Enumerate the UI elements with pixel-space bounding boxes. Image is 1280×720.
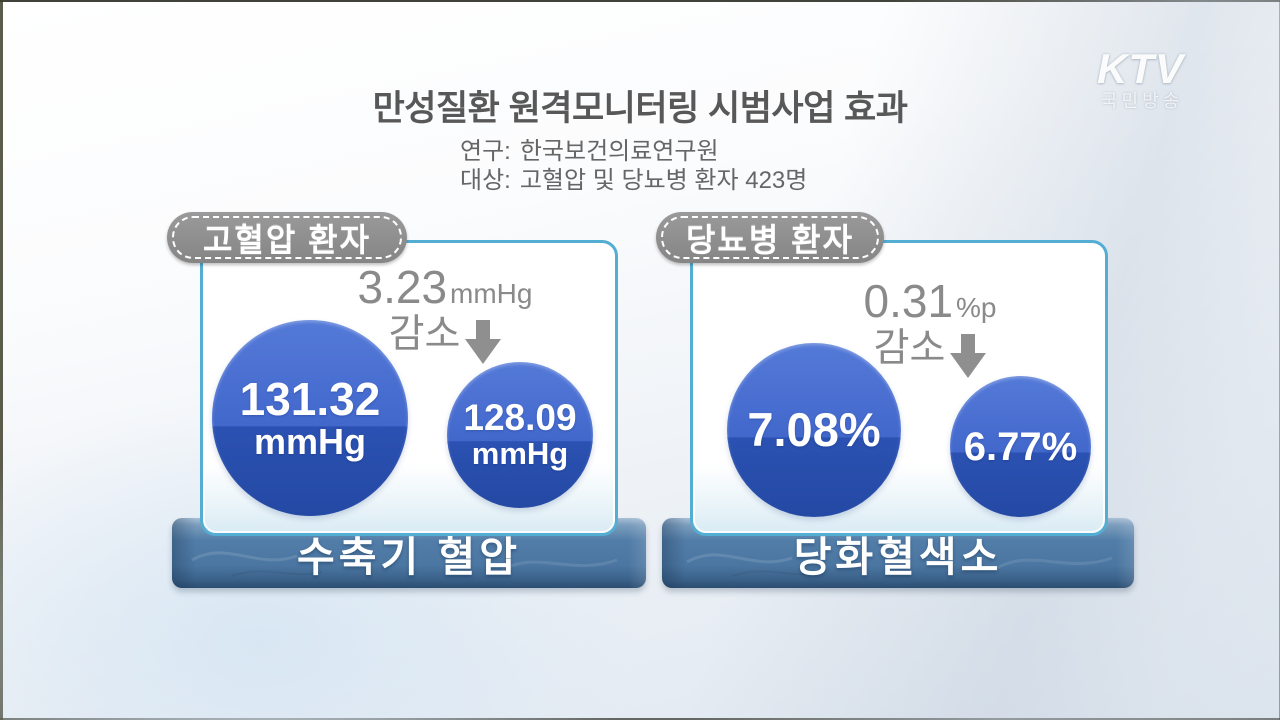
footer-label: 수축기 혈압	[297, 534, 521, 580]
reduction-unit: %p	[956, 292, 997, 323]
research-label: 연구:	[460, 138, 511, 165]
diabetes-reduction-annotation: 0.31 %p 감소	[790, 278, 1070, 378]
ktv-logo: KTV 국민방송	[1097, 45, 1184, 111]
research-value: 한국보건의료연구원	[519, 138, 719, 165]
circle-value: 7.08%	[747, 403, 881, 457]
reduction-amount: 3.23 mmHg	[305, 264, 585, 310]
reduction-label: 감소	[873, 327, 946, 370]
ktv-logo-text: KTV	[1097, 45, 1184, 92]
circle-value: 131.32	[239, 372, 381, 425]
reduction-direction: 감소	[790, 327, 1070, 378]
hypertension-badge-label: 고혈압 환자	[172, 216, 402, 259]
down-arrow-icon	[465, 320, 502, 364]
ktv-logo-subtext: 국민방송	[1101, 91, 1184, 111]
reduction-amount: 0.31 %p	[790, 278, 1070, 324]
after-value-circle: 6.77%	[950, 376, 1091, 517]
circle-unit: mmHg	[253, 421, 366, 463]
circle-value: 128.09	[463, 397, 577, 439]
page-title: 만성질환 원격모니터링 시범사업 효과	[372, 89, 908, 128]
reduction-label: 감소	[388, 313, 461, 356]
down-arrow-icon	[950, 334, 987, 378]
diabetes-badge: 당뇨병 환자	[656, 212, 884, 263]
reduction-unit: mmHg	[450, 278, 533, 309]
reduction-direction: 감소	[305, 313, 585, 364]
reduction-value: 3.23	[357, 261, 448, 313]
research-info-line: 연구: 한국보건의료연구원	[460, 137, 807, 166]
subject-value: 고혈압 및 당뇨병 환자 423명	[519, 167, 808, 195]
after-value-circle: 128.09 mmHg	[447, 362, 593, 508]
header-meta: 연구: 한국보건의료연구원 대상: 고혈압 및 당뇨병 환자 423명	[460, 137, 807, 196]
before-value-circle: 7.08%	[727, 343, 901, 517]
footer-label: 당화혈색소	[793, 534, 1003, 580]
hypertension-badge: 고혈압 환자	[167, 212, 407, 263]
subject-label: 대상:	[460, 167, 511, 195]
circle-value: 6.77%	[963, 424, 1078, 469]
circle-unit: mmHg	[471, 436, 569, 472]
before-value-circle: 131.32 mmHg	[212, 320, 408, 516]
reduction-value: 0.31	[863, 275, 954, 327]
diabetes-badge-label: 당뇨병 환자	[661, 216, 879, 259]
hypertension-reduction-annotation: 3.23 mmHg 감소	[305, 264, 585, 364]
subject-info-line: 대상: 고혈압 및 당뇨병 환자 423명	[460, 166, 807, 195]
